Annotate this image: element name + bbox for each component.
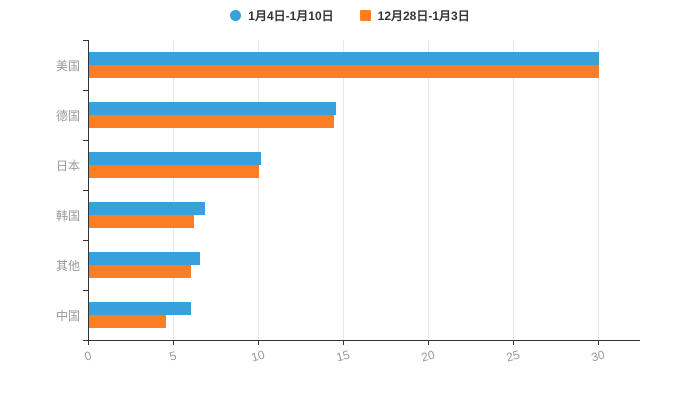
x-axis-tick — [173, 340, 174, 345]
y-axis-category-label: 德国 — [55, 109, 80, 123]
x-axis-tick-label: 5 — [167, 348, 179, 364]
y-axis-tick — [83, 140, 88, 141]
legend-label-week1: 1月4日-1月10日 — [248, 9, 334, 23]
bar[interactable] — [89, 152, 261, 165]
x-axis-tick — [258, 340, 259, 345]
y-axis-category-label: 日本 — [55, 159, 80, 173]
y-axis-tick — [83, 340, 88, 341]
bar[interactable] — [89, 215, 195, 228]
x-axis-tick-label: 25 — [504, 347, 522, 365]
legend-item-week1[interactable]: 1月4日-1月10日 — [230, 7, 334, 24]
bar[interactable] — [89, 102, 336, 115]
bar[interactable] — [89, 52, 599, 65]
bar[interactable] — [89, 265, 191, 278]
bar[interactable] — [89, 165, 259, 178]
y-axis-tick — [83, 90, 88, 91]
y-axis-tick — [83, 190, 88, 191]
legend-label-week2: 12月28日-1月3日 — [377, 9, 470, 23]
y-axis-category-label: 其他 — [55, 259, 80, 273]
gridline — [343, 40, 344, 340]
x-axis-line — [88, 340, 640, 341]
bar[interactable] — [89, 315, 166, 328]
gridline — [428, 40, 429, 340]
x-axis-tick-label: 0 — [82, 348, 94, 364]
legend: 1月4日-1月10日 12月28日-1月3日 — [0, 7, 700, 24]
gridline — [513, 40, 514, 340]
x-axis-tick — [343, 340, 344, 345]
legend-marker-orange-icon — [359, 10, 371, 21]
legend-marker-blue-icon — [230, 10, 242, 21]
y-axis-tick — [83, 40, 88, 41]
x-axis-tick — [428, 340, 429, 345]
y-axis-category-label: 美国 — [55, 59, 80, 73]
bar[interactable] — [89, 202, 205, 215]
y-axis-tick — [83, 290, 88, 291]
x-axis-tick-label: 10 — [249, 347, 267, 365]
gridline — [598, 40, 599, 340]
x-axis-tick-label: 30 — [589, 347, 607, 365]
y-axis-line — [88, 40, 89, 340]
x-axis-tick — [598, 340, 599, 345]
bar[interactable] — [89, 302, 191, 315]
y-axis-tick — [83, 240, 88, 241]
x-axis-tick-label: 15 — [334, 347, 352, 365]
bar[interactable] — [89, 115, 334, 128]
x-axis-tick-label: 20 — [419, 347, 437, 365]
gridline — [173, 40, 174, 340]
gridline — [258, 40, 259, 340]
y-axis-category-label: 中国 — [55, 309, 80, 323]
x-axis-tick — [88, 340, 89, 345]
y-axis-category-label: 韩国 — [55, 209, 80, 223]
legend-item-week2[interactable]: 12月28日-1月3日 — [359, 7, 470, 24]
bar[interactable] — [89, 65, 599, 78]
bar[interactable] — [89, 252, 200, 265]
x-axis-tick — [513, 340, 514, 345]
